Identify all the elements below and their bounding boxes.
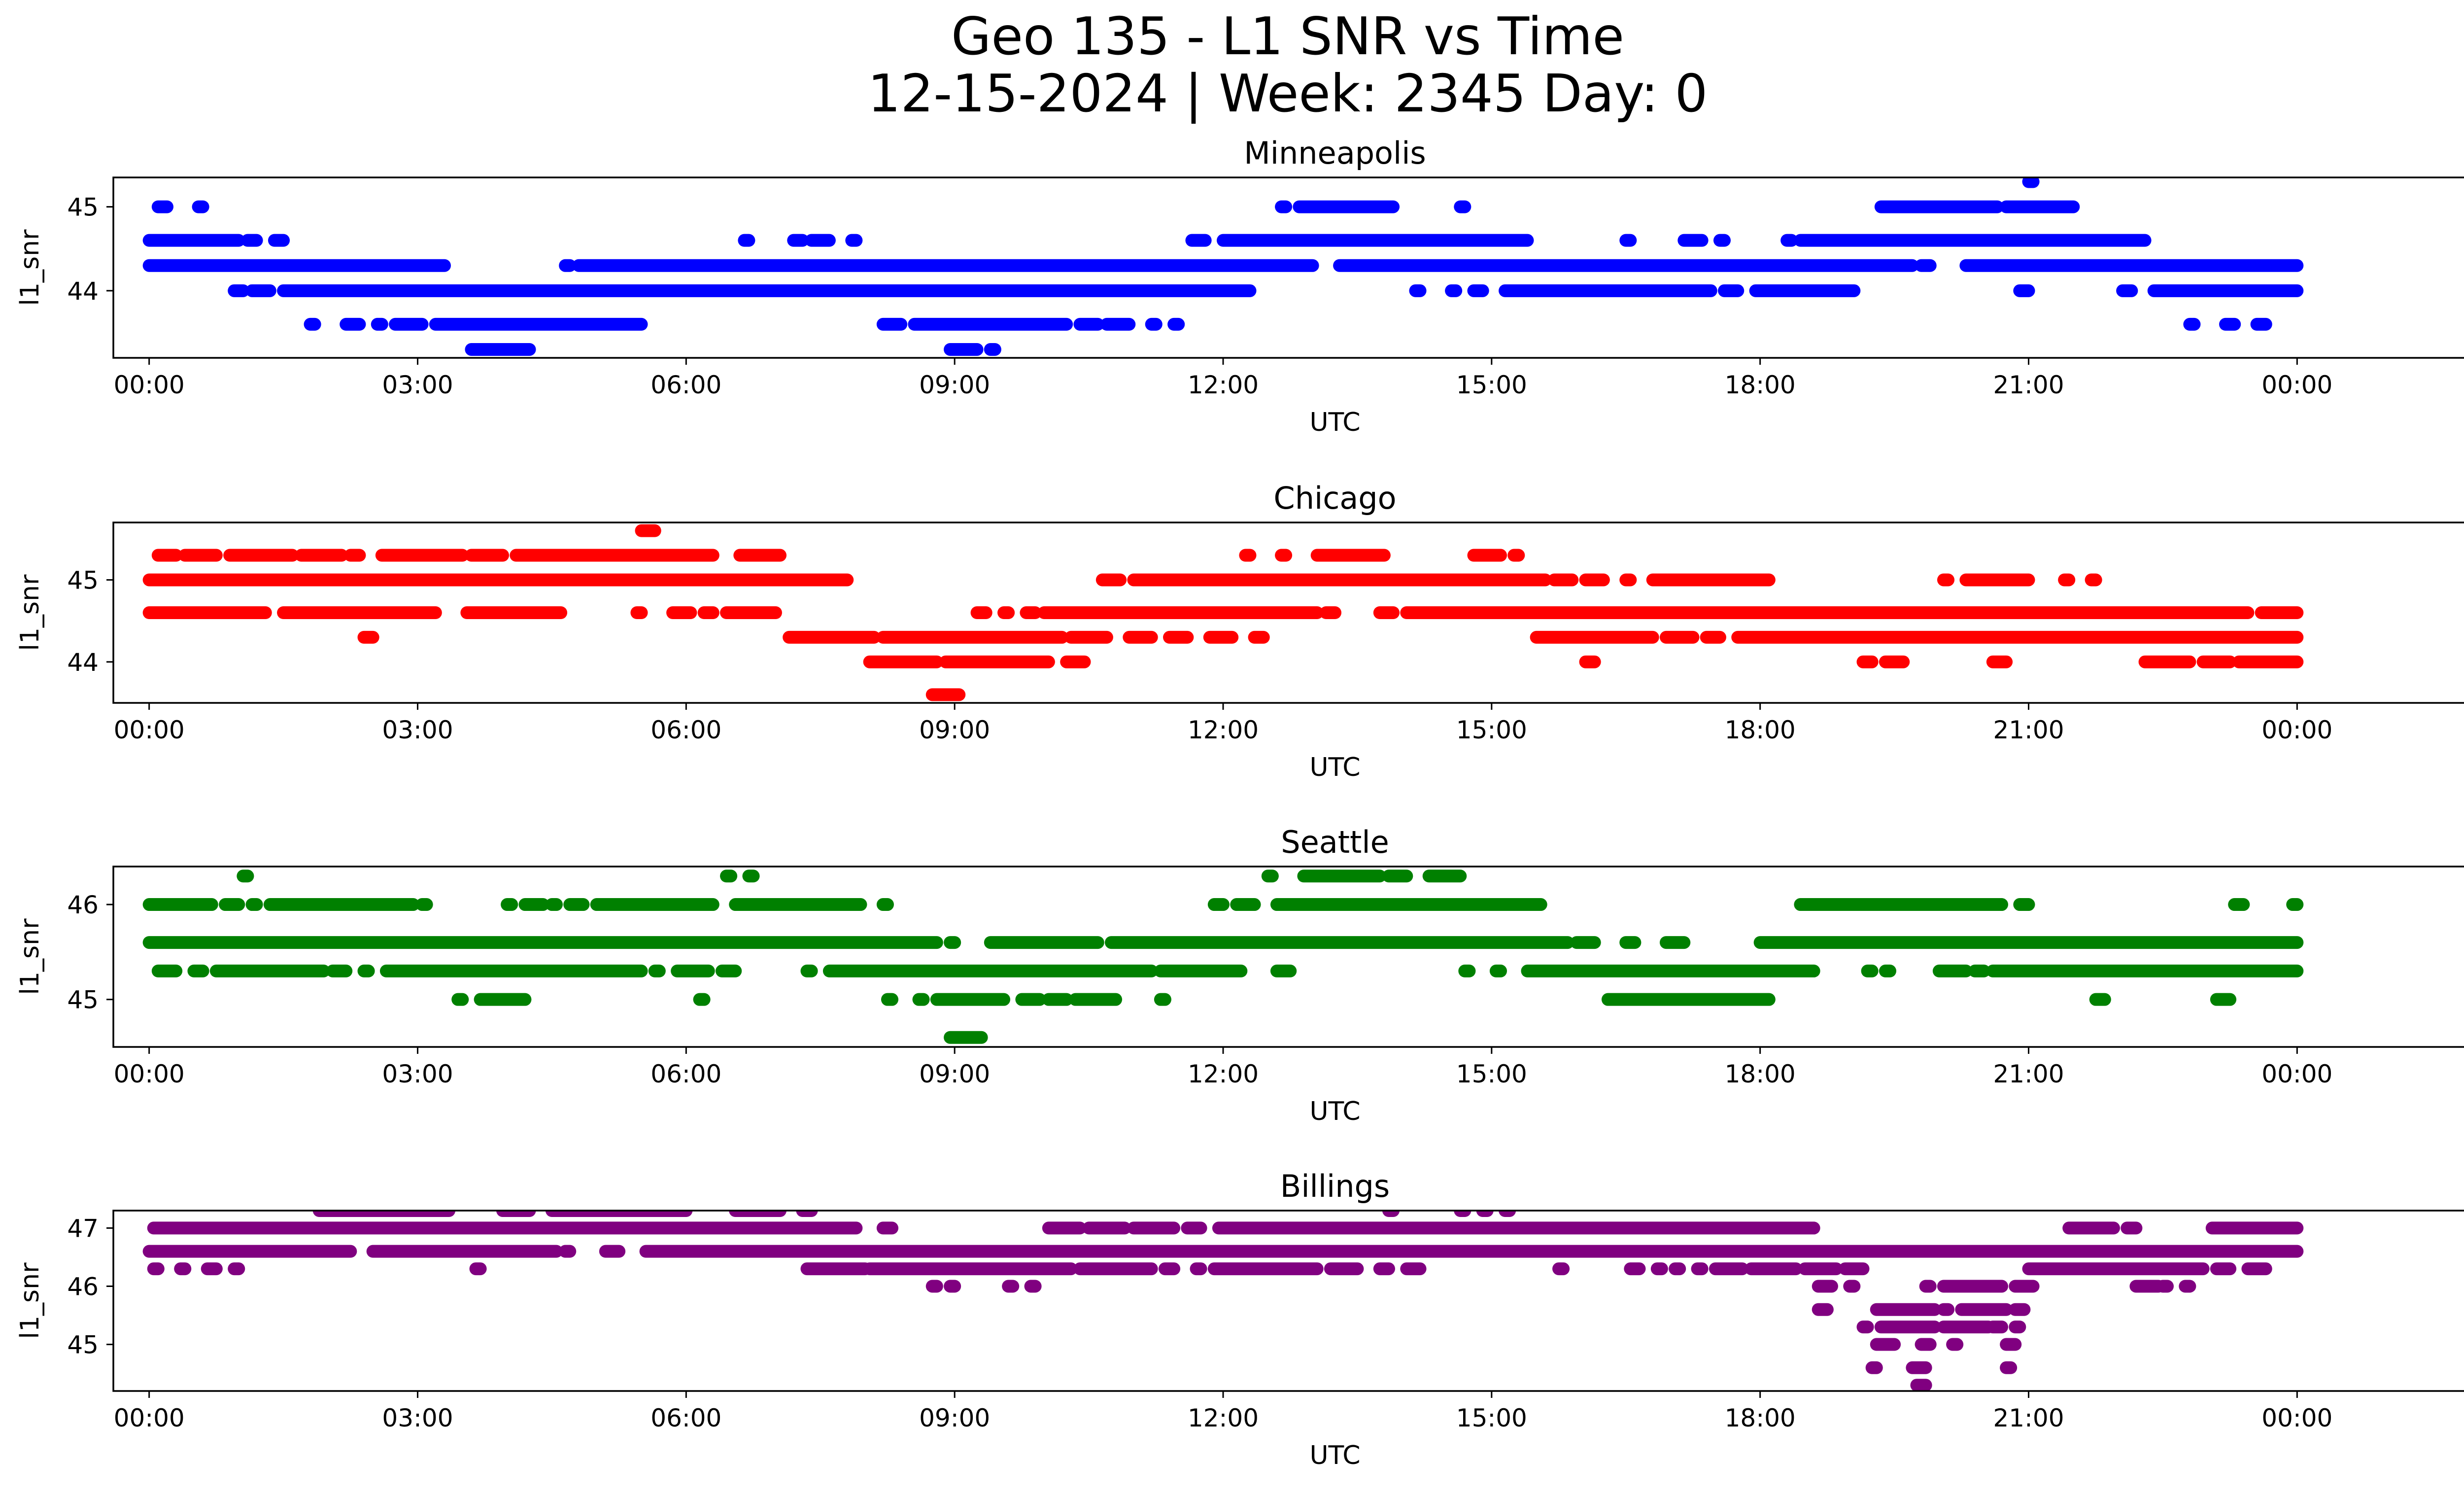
- minneapolis-x-tick-label: 21:00: [1993, 371, 2064, 399]
- chicago-y-tick-label: 45: [67, 566, 99, 594]
- minneapolis-panel-title: Minneapolis: [1244, 135, 1426, 171]
- billings-x-axis-label: UTC: [1309, 1441, 1360, 1470]
- chicago-x-tick-label: 00:00: [2261, 716, 2332, 744]
- minneapolis-x-tick-label: 09:00: [919, 371, 990, 399]
- seattle-x-axis-label: UTC: [1309, 1097, 1360, 1126]
- seattle-panel: 00:00 03:00 06:00 09:00 12:00 15:00 18:00 21:00…: [15, 824, 2464, 1126]
- chicago-x-tick-label: 03:00: [382, 716, 453, 744]
- chicago-y-axis-label: l1_snr: [15, 574, 45, 651]
- billings-x-tick-label: 12:00: [1188, 1404, 1259, 1432]
- billings-panel: 00:00 03:00 06:00 09:00 12:00 15:00 18:00 21:00…: [15, 1168, 2464, 1470]
- billings-x-tick-label: 21:00: [1993, 1404, 2064, 1432]
- billings-x-tick-label: 00:00: [2261, 1404, 2332, 1432]
- billings-x-tick-label: 15:00: [1456, 1404, 1527, 1432]
- minneapolis-x-tick-label: 12:00: [1188, 371, 1259, 399]
- seattle-y-axis-label: l1_snr: [15, 918, 45, 995]
- minneapolis-y-axis-label: l1_snr: [15, 229, 45, 306]
- minneapolis-panel: 00:00 03:00 06:00 09:00 12:00 15:00 18:00 21:00…: [15, 135, 2464, 437]
- figure-subtitle: 12-15-2024 | Week: 2345 Day: 0: [867, 64, 1708, 124]
- billings-axes-frame: [112, 1210, 2464, 1392]
- billings-x-tick-label: 00:00: [114, 1404, 185, 1432]
- billings-panel-title: Billings: [1280, 1168, 1390, 1204]
- seattle-x-tick-label: 09:00: [919, 1060, 990, 1088]
- seattle-data-points: [142, 869, 2304, 1044]
- minneapolis-y-tick-label: 45: [67, 193, 99, 222]
- chicago-panel-title: Chicago: [1273, 480, 1396, 516]
- minneapolis-data-points: [142, 177, 2304, 356]
- chicago-panel: 00:00 03:00 06:00 09:00 12:00 15:00 18:00 21:00…: [15, 480, 2464, 782]
- billings-x-tick-label: 03:00: [382, 1404, 453, 1432]
- seattle-x-tick-label: 00:00: [114, 1060, 185, 1088]
- seattle-panel-title: Seattle: [1281, 824, 1389, 860]
- chicago-x-axis-label: UTC: [1309, 753, 1360, 782]
- chicago-x-tick-label: 15:00: [1456, 716, 1527, 744]
- seattle-axes-frame: [112, 866, 2464, 1048]
- chicago-x-tick-label: 21:00: [1993, 716, 2064, 744]
- seattle-x-tick-label: 06:00: [650, 1060, 721, 1088]
- minneapolis-axes-frame: [112, 176, 2464, 359]
- chicago-x-tick-label: 09:00: [919, 716, 990, 744]
- seattle-y-tick-label: 46: [67, 891, 99, 919]
- chicago-data-points: [142, 524, 2304, 701]
- minneapolis-x-tick-label: 18:00: [1725, 371, 1796, 399]
- seattle-x-tick-label: 18:00: [1725, 1060, 1796, 1088]
- seattle-x-tick-label: 21:00: [1993, 1060, 2064, 1088]
- minneapolis-x-axis-label: UTC: [1309, 408, 1360, 437]
- chicago-y-tick-label: 44: [67, 648, 99, 677]
- seattle-y-tick-label: 45: [67, 986, 99, 1014]
- chicago-x-tick-label: 18:00: [1725, 716, 1796, 744]
- billings-x-tick-label: 18:00: [1725, 1404, 1796, 1432]
- minneapolis-x-tick-label: 00:00: [114, 371, 185, 399]
- seattle-x-tick-label: 12:00: [1188, 1060, 1259, 1088]
- billings-x-tick-label: 09:00: [919, 1404, 990, 1432]
- minneapolis-x-tick-label: 00:00: [2261, 371, 2332, 399]
- chicago-x-tick-label: 00:00: [114, 716, 185, 744]
- billings-y-axis-label: l1_snr: [15, 1262, 45, 1339]
- minneapolis-x-tick-label: 15:00: [1456, 371, 1527, 399]
- minneapolis-x-tick-label: 03:00: [382, 371, 453, 399]
- minneapolis-x-tick-label: 06:00: [650, 371, 721, 399]
- chicago-x-tick-label: 12:00: [1188, 716, 1259, 744]
- seattle-x-tick-label: 03:00: [382, 1060, 453, 1088]
- chicago-axes-frame: [112, 522, 2464, 704]
- billings-y-tick-label: 45: [67, 1331, 99, 1359]
- billings-y-tick-label: 47: [67, 1214, 99, 1243]
- seattle-x-tick-label: 00:00: [2261, 1060, 2332, 1088]
- billings-data-points: [142, 1211, 2304, 1391]
- billings-x-tick-label: 06:00: [650, 1404, 721, 1432]
- chicago-x-tick-label: 06:00: [650, 716, 721, 744]
- billings-y-tick-label: 46: [67, 1272, 99, 1301]
- figure-title: Geo 135 - L1 SNR vs Time: [951, 6, 1625, 67]
- seattle-x-tick-label: 15:00: [1456, 1060, 1527, 1088]
- minneapolis-y-tick-label: 44: [67, 277, 99, 306]
